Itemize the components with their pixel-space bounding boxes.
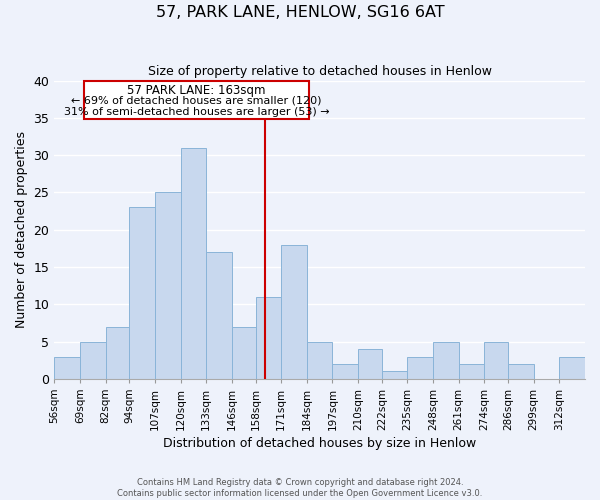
Text: ← 69% of detached houses are smaller (120): ← 69% of detached houses are smaller (12… bbox=[71, 96, 322, 106]
Bar bbox=[206, 252, 232, 379]
Bar bbox=[484, 342, 508, 379]
Bar bbox=[433, 342, 459, 379]
Bar bbox=[332, 364, 358, 379]
Bar bbox=[508, 364, 534, 379]
Bar bbox=[256, 297, 281, 379]
Bar bbox=[281, 244, 307, 379]
Bar bbox=[181, 148, 206, 379]
Bar bbox=[54, 356, 80, 379]
Bar bbox=[382, 372, 407, 379]
Y-axis label: Number of detached properties: Number of detached properties bbox=[15, 131, 28, 328]
Bar bbox=[106, 326, 129, 379]
Bar bbox=[155, 192, 181, 379]
Bar bbox=[559, 356, 585, 379]
FancyBboxPatch shape bbox=[84, 80, 309, 120]
Bar bbox=[407, 356, 433, 379]
Text: 31% of semi-detached houses are larger (53) →: 31% of semi-detached houses are larger (… bbox=[64, 106, 329, 117]
Title: Size of property relative to detached houses in Henlow: Size of property relative to detached ho… bbox=[148, 65, 491, 78]
Bar bbox=[358, 349, 382, 379]
Text: 57 PARK LANE: 163sqm: 57 PARK LANE: 163sqm bbox=[127, 84, 266, 98]
Bar bbox=[459, 364, 484, 379]
X-axis label: Distribution of detached houses by size in Henlow: Distribution of detached houses by size … bbox=[163, 437, 476, 450]
Bar bbox=[129, 208, 155, 379]
Text: Contains HM Land Registry data © Crown copyright and database right 2024.
Contai: Contains HM Land Registry data © Crown c… bbox=[118, 478, 482, 498]
Bar bbox=[232, 326, 256, 379]
Bar bbox=[80, 342, 106, 379]
Bar bbox=[307, 342, 332, 379]
Text: 57, PARK LANE, HENLOW, SG16 6AT: 57, PARK LANE, HENLOW, SG16 6AT bbox=[155, 5, 445, 20]
